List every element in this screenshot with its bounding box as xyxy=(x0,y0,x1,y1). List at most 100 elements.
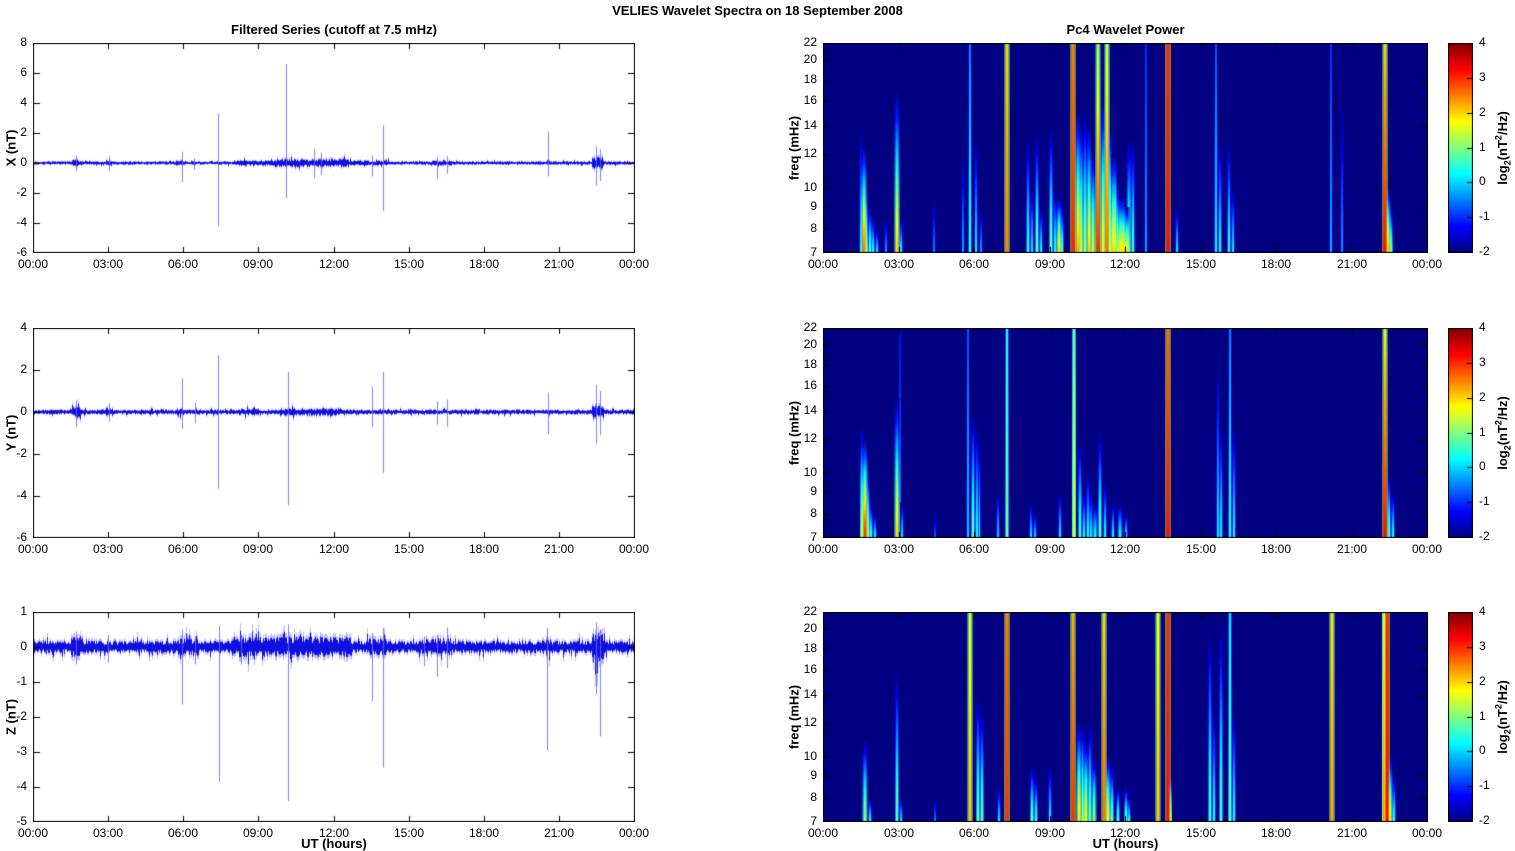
left-xaxis-label: UT (hours) xyxy=(301,836,367,851)
colorbar-row1-tick-2: 2 xyxy=(1479,104,1486,119)
left-plot-title: Filtered Series (cutoff at 7.5 mHz) xyxy=(231,22,437,37)
colorbar-row2-tick-4: 4 xyxy=(1479,320,1486,334)
left-row3-xtick-5: 15:00 xyxy=(393,826,425,840)
right-row3-xtick-0: 00:00 xyxy=(807,826,839,840)
right-row2-xtick-2: 06:00 xyxy=(958,542,990,556)
colorbar-z-canvas xyxy=(1448,612,1473,822)
right-row1-xtick-4: 12:00 xyxy=(1109,257,1141,271)
right-row2-xtick-0: 00:00 xyxy=(807,542,839,556)
wavelet-y-ytick-10: 10 xyxy=(803,464,817,479)
wavelet-x-ytick-14: 14 xyxy=(803,117,817,132)
series-z-ytick-1: 1 xyxy=(20,604,27,618)
right-row3-xtick-1: 03:00 xyxy=(883,826,915,840)
wavelet-z-ytick-12: 12 xyxy=(803,715,817,730)
colorbar-row3-tick-1: 1 xyxy=(1479,708,1486,723)
right-row3-xtick-8: 00:00 xyxy=(1411,826,1443,840)
y-wavelet-panel xyxy=(823,328,1428,538)
right-row3-xtick-5: 15:00 xyxy=(1185,826,1217,840)
left-row3-xtick-1: 03:00 xyxy=(92,826,124,840)
wavelet-y-ytick-14: 14 xyxy=(803,402,817,417)
wavelet-y-ytick-8: 8 xyxy=(810,505,817,520)
wavelet-y-ytick-16: 16 xyxy=(803,378,817,393)
wavelet-z-ytick-16: 16 xyxy=(803,662,817,677)
colorbar-label-sup: 2 xyxy=(1493,420,1504,426)
left-row2-xtick-5: 15:00 xyxy=(393,542,425,556)
left-row2-xtick-6: 18:00 xyxy=(468,542,500,556)
left-row3-xtick-0: 00:00 xyxy=(17,826,49,840)
z-wavelet-panel xyxy=(823,612,1428,822)
wavelet-y-ytick-9: 9 xyxy=(810,483,817,498)
wavelet-z-ytick-8: 8 xyxy=(810,789,817,804)
wavelet-z-ytick-22: 22 xyxy=(803,604,817,618)
series-x-ytick-8: 8 xyxy=(20,35,27,49)
left-row1-xtick-5: 15:00 xyxy=(393,257,425,271)
wavelet-y-ytick-18: 18 xyxy=(803,356,817,371)
right-row1-xtick-6: 18:00 xyxy=(1260,257,1292,271)
y-wavelet-canvas xyxy=(823,328,1428,538)
z-wavelet-canvas xyxy=(823,612,1428,822)
colorbar-row1-tick--2: -2 xyxy=(1479,244,1490,258)
colorbar-row3-tick-2: 2 xyxy=(1479,673,1486,688)
right-row3-xtick-2: 06:00 xyxy=(958,826,990,840)
right-row3-xtick-7: 21:00 xyxy=(1336,826,1368,840)
colorbar-row2-tick-0: 0 xyxy=(1479,459,1486,474)
right-plot-title: Pc4 Wavelet Power xyxy=(1066,22,1185,37)
left-row1-xtick-8: 00:00 xyxy=(618,257,650,271)
right-row1-xtick-1: 03:00 xyxy=(883,257,915,271)
right-row3-xtick-4: 12:00 xyxy=(1109,826,1141,840)
left-row1-xtick-0: 00:00 xyxy=(17,257,49,271)
left-row2-xtick-2: 06:00 xyxy=(167,542,199,556)
colorbar-row1-tick-4: 4 xyxy=(1479,35,1486,49)
wavelet-x-ytick-12: 12 xyxy=(803,146,817,161)
colorbar-label-sub: 2 xyxy=(1502,729,1513,735)
colorbar-row3-tick-0: 0 xyxy=(1479,743,1486,758)
left-row1-xtick-7: 21:00 xyxy=(543,257,575,271)
series-z-ytick--2: -2 xyxy=(16,709,27,723)
z-series-canvas xyxy=(33,612,635,822)
colorbar-row2-tick-3: 3 xyxy=(1479,354,1486,369)
colorbar-z xyxy=(1448,612,1473,822)
right-row2-xtick-8: 00:00 xyxy=(1411,542,1443,556)
colorbar-y xyxy=(1448,328,1473,538)
series-y-ytick-0: 0 xyxy=(20,404,27,418)
colorbar-row2-tick-2: 2 xyxy=(1479,389,1486,404)
right-row3-xtick-3: 09:00 xyxy=(1034,826,1066,840)
wavelet-z-ytick-10: 10 xyxy=(803,748,817,763)
wavelet-x-ytick-22: 22 xyxy=(803,35,817,49)
wavelet-y-ytick-22: 22 xyxy=(803,320,817,334)
x-series-canvas xyxy=(33,43,635,253)
right-row2-xtick-6: 18:00 xyxy=(1260,542,1292,556)
z-series-panel xyxy=(33,612,635,822)
y-series-canvas xyxy=(33,328,635,538)
colorbar-row1-tick-3: 3 xyxy=(1479,69,1486,84)
x-wavelet-canvas xyxy=(823,43,1428,253)
colorbar-row2-tick--2: -2 xyxy=(1479,529,1490,543)
left-row2-xtick-8: 00:00 xyxy=(618,542,650,556)
right-row1-xtick-2: 06:00 xyxy=(958,257,990,271)
right-row1-xtick-8: 00:00 xyxy=(1411,257,1443,271)
right-xaxis-label: UT (hours) xyxy=(1092,836,1159,851)
left-row2-xtick-4: 12:00 xyxy=(318,542,350,556)
wavelet-y-ytick-7: 7 xyxy=(810,530,817,544)
colorbar-label-sup: 2 xyxy=(1493,704,1504,710)
wavelet-x-ytick-7: 7 xyxy=(810,245,817,259)
wavelet-x-ytick-20: 20 xyxy=(803,52,817,67)
colorbar-row3-tick-4: 4 xyxy=(1479,604,1486,618)
colorbar-x-canvas xyxy=(1448,43,1473,253)
right-row2-xtick-3: 09:00 xyxy=(1034,542,1066,556)
right-row1-xtick-0: 00:00 xyxy=(807,257,839,271)
right-row1-xtick-5: 15:00 xyxy=(1185,257,1217,271)
colorbar-row3-tick-3: 3 xyxy=(1479,638,1486,653)
series-z-ytick--3: -3 xyxy=(16,744,27,758)
right-row2-xtick-4: 12:00 xyxy=(1109,542,1141,556)
left-row3-xtick-8: 00:00 xyxy=(618,826,650,840)
left-row2-xtick-3: 09:00 xyxy=(242,542,274,556)
series-y-ytick-2: 2 xyxy=(20,362,27,376)
colorbar-row2-tick--1: -1 xyxy=(1479,494,1490,509)
left-row2-xtick-1: 03:00 xyxy=(92,542,124,556)
left-row1-xtick-6: 18:00 xyxy=(468,257,500,271)
series-z-ytick--4: -4 xyxy=(16,779,27,793)
series-y-ytick--2: -2 xyxy=(16,446,27,460)
right-row1-xtick-7: 21:00 xyxy=(1336,257,1368,271)
